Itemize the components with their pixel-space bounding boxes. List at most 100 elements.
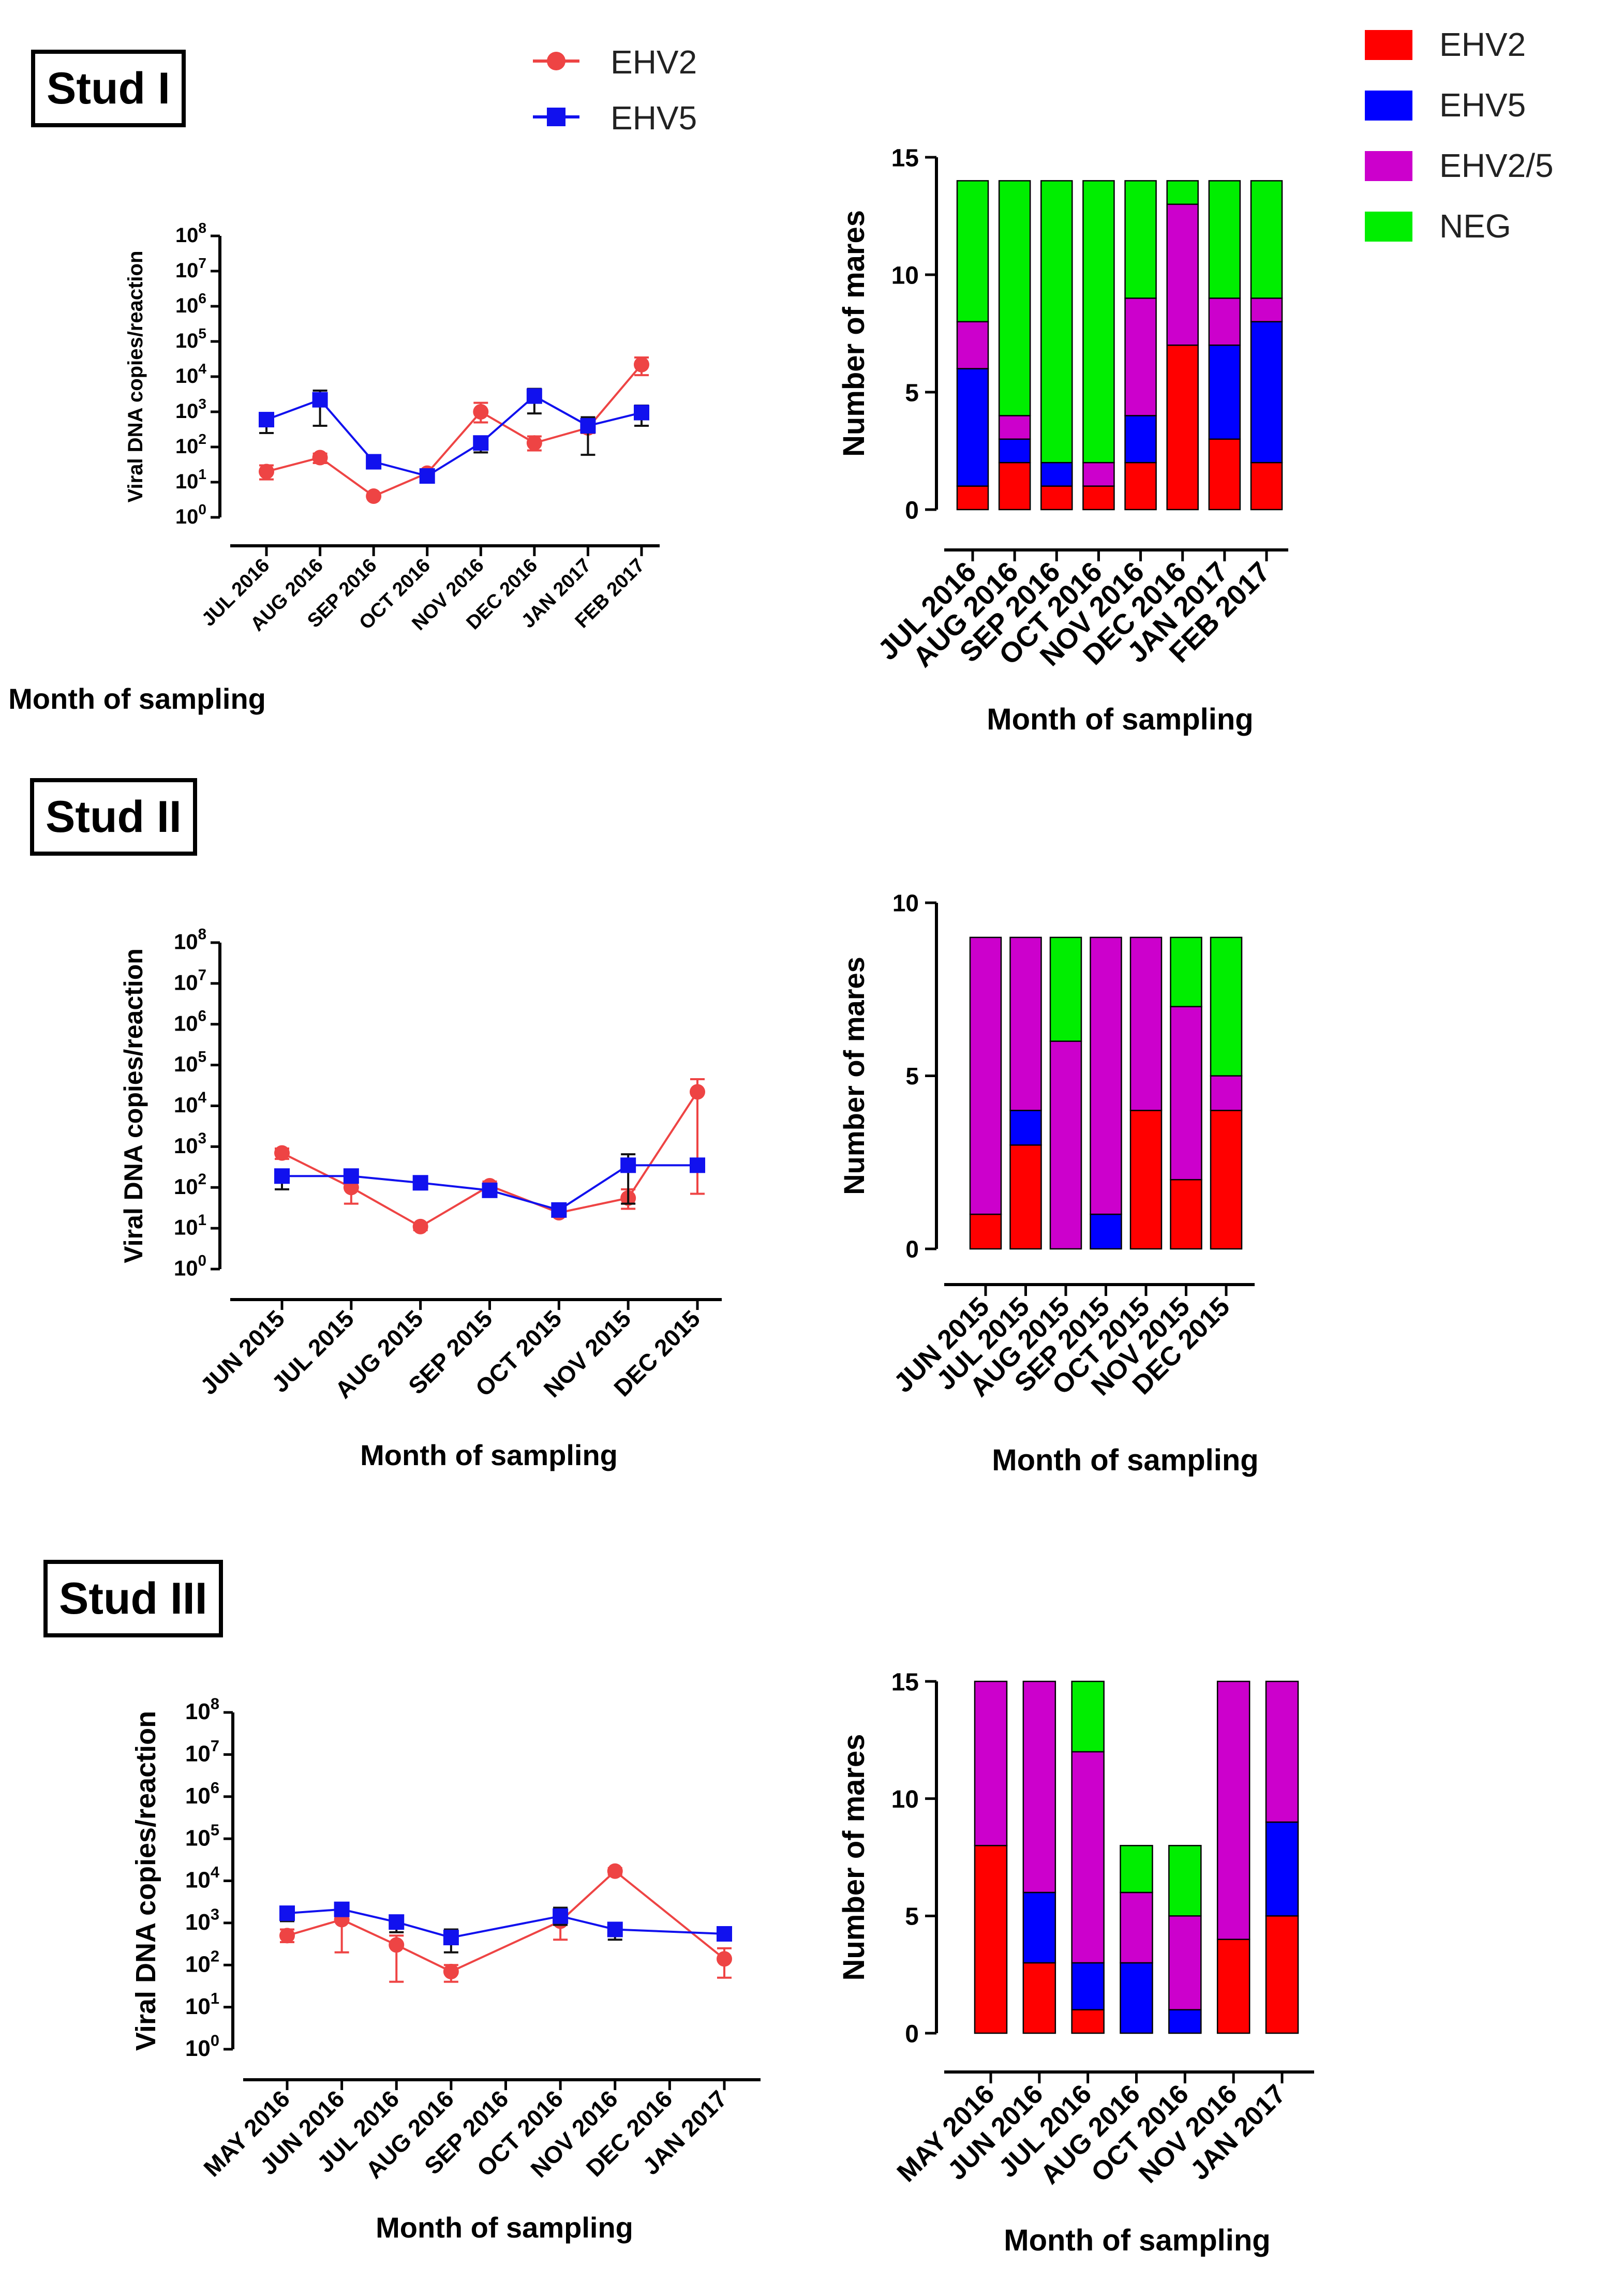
stud-2-title: Stud II <box>30 778 197 856</box>
bar-segment-ehv5 <box>1040 461 1073 487</box>
bar-segment-ehv5 <box>1071 1962 1105 2010</box>
y-tick-label: 101 <box>185 1989 219 2019</box>
bar-segment-ehv2 <box>1009 1144 1042 1250</box>
point-ehv5 <box>620 1157 636 1173</box>
bar-segment-neg <box>1124 180 1157 299</box>
point-ehv2 <box>473 404 489 420</box>
y-tick-label: 103 <box>174 1130 206 1158</box>
bar-segment-neg <box>1049 936 1082 1042</box>
legend-marker-ehv5 <box>547 108 565 126</box>
y-tick-label: 101 <box>174 1212 206 1240</box>
bar-segment-ehv2-5 <box>956 321 989 369</box>
y-tick-label: 107 <box>174 967 206 995</box>
point-ehv5 <box>274 1168 290 1184</box>
bar-segment-neg <box>1210 936 1243 1077</box>
y-tick-label: 106 <box>185 1779 219 1809</box>
bar-segment-ehv2-5 <box>1166 203 1199 346</box>
y-tick-label: 107 <box>175 255 206 282</box>
point-ehv2 <box>279 1928 295 1944</box>
bar-segment-ehv5 <box>1022 1891 1056 1964</box>
bar-legend: EHV2 EHV5 EHV2/5 NEG <box>1365 26 1554 245</box>
point-ehv5 <box>343 1168 359 1184</box>
y-axis-title: Number of mares <box>838 957 870 1195</box>
y-tick-label: 103 <box>185 1905 219 1935</box>
bar-segment-ehv2-5 <box>969 936 1002 1215</box>
bar-segment-neg <box>1168 1845 1202 1917</box>
y-tick-label: 108 <box>185 1694 219 1724</box>
y-tick-label: 100 <box>174 1253 206 1280</box>
bar-segment-ehv2 <box>956 485 989 511</box>
bar-segment-ehv2-5 <box>1124 297 1157 416</box>
point-ehv2 <box>412 1218 428 1234</box>
y-tick-label: 105 <box>174 1048 206 1076</box>
y-tick-label: 15 <box>891 1668 919 1696</box>
bar-segment-ehv2-5 <box>1022 1680 1056 1894</box>
point-ehv5 <box>551 1202 567 1218</box>
y-axis-title: Number of mares <box>837 210 871 457</box>
bar-segment-ehv2 <box>1210 1110 1243 1250</box>
bar-segment-neg <box>1071 1680 1105 1753</box>
point-ehv5 <box>607 1921 623 1937</box>
bar-segment-ehv2 <box>1071 2009 1105 2034</box>
y-tick-label: 10 <box>892 890 919 917</box>
y-tick-label: 106 <box>174 1007 206 1035</box>
point-ehv5 <box>580 418 596 434</box>
series-line-ehv5 <box>266 395 642 478</box>
bar-segment-neg <box>1040 180 1073 464</box>
point-ehv2 <box>274 1145 290 1161</box>
y-tick-label: 5 <box>905 1903 919 1931</box>
bar-segment-ehv2 <box>974 1845 1008 2034</box>
y-tick-label: 101 <box>175 466 206 493</box>
point-ehv5 <box>279 1905 295 1921</box>
bar-segment-ehv2-5 <box>1208 297 1241 346</box>
legend-label-ehv5: EHV5 <box>611 99 697 137</box>
bar-segment-ehv5 <box>956 368 989 487</box>
bar-segment-ehv2 <box>1124 461 1157 511</box>
point-ehv2 <box>634 356 649 372</box>
bar-segment-ehv5 <box>1168 2009 1202 2034</box>
point-ehv2 <box>259 464 274 480</box>
point-ehv5 <box>419 468 435 484</box>
y-tick-label: 104 <box>185 1863 219 1893</box>
line-legend: EHV2 EHV5 <box>533 43 697 137</box>
point-ehv5 <box>526 388 542 404</box>
bar-segment-ehv2-5 <box>1170 1006 1202 1181</box>
series-line-ehv2 <box>287 1870 725 1973</box>
point-ehv2 <box>312 450 328 466</box>
point-ehv5 <box>634 405 649 421</box>
point-ehv5 <box>259 412 274 428</box>
point-ehv2 <box>526 435 542 451</box>
series-line-ehv2 <box>266 364 643 498</box>
legend-label-ehv2-5: EHV2/5 <box>1439 147 1554 184</box>
y-tick-label: 106 <box>175 290 206 317</box>
bar-segment-ehv2-5 <box>1120 1891 1153 1964</box>
bar-segment-ehv2 <box>1040 485 1073 511</box>
legend-swatch-ehv5 <box>1365 91 1412 121</box>
x-axis-title: Month of sampling <box>376 2211 633 2244</box>
bar-segment-ehv2-5 <box>1216 1680 1250 1940</box>
y-tick-label: 107 <box>185 1737 219 1767</box>
legend-swatch-ehv2 <box>1365 30 1412 60</box>
bar-segment-neg <box>1250 180 1283 299</box>
bar-segment-ehv2-5 <box>1168 1915 1202 2010</box>
legend-label-ehv2: EHV2 <box>1439 26 1526 63</box>
bar-segment-ehv2-5 <box>1071 1751 1105 1964</box>
stud-1-title: Stud I <box>31 50 186 127</box>
y-tick-label: 100 <box>185 2031 219 2061</box>
legend-label-ehv2: EHV2 <box>611 43 697 81</box>
bar-segment-ehv2 <box>1022 1962 1056 2034</box>
bar-segment-ehv2 <box>1166 344 1199 511</box>
y-tick-label: 5 <box>905 379 919 407</box>
bar-segment-ehv2-5 <box>1082 461 1115 487</box>
bar-segment-neg <box>1208 180 1241 299</box>
y-tick-label: 104 <box>174 1089 207 1117</box>
bar-segment-ehv2 <box>1129 1110 1163 1250</box>
bar-segment-ehv2-5 <box>974 1680 1008 1846</box>
y-axis-title: Viral DNA copies/reaction <box>124 251 147 503</box>
bar-segment-ehv2 <box>1208 438 1241 511</box>
bar-segment-ehv5 <box>1120 1962 1153 2034</box>
